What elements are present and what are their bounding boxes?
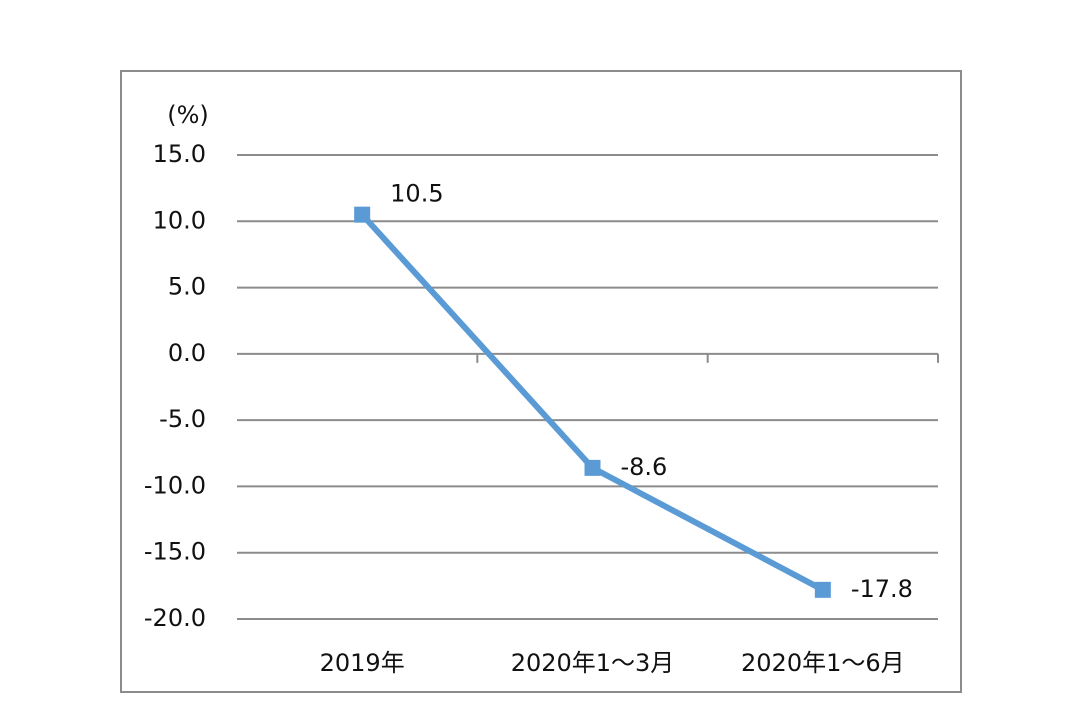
- data-point: [354, 206, 371, 223]
- data-label: -8.6: [621, 453, 668, 481]
- series-line: [359, 212, 825, 593]
- y-tick-label: 10.0: [153, 206, 206, 234]
- chart-frame: [120, 70, 962, 693]
- y-tick-label: -15.0: [144, 538, 206, 566]
- data-label: 10.5: [390, 180, 443, 208]
- data-point: [814, 581, 831, 598]
- y-tick-label: 0.0: [168, 339, 206, 367]
- y-tick-label: -20.0: [144, 604, 206, 632]
- y-tick-label: 15.0: [153, 140, 206, 168]
- x-tick-label: 2019年: [320, 649, 405, 677]
- data-point: [584, 459, 601, 476]
- data-label: -17.8: [851, 575, 913, 603]
- y-tick-label: -10.0: [144, 471, 206, 499]
- y-tick-label: 5.0: [168, 273, 206, 301]
- x-tick-label: 2020年1～3月: [511, 649, 675, 677]
- y-axis-label: (%): [167, 101, 209, 129]
- x-tick-label: 2020年1～6月: [741, 649, 905, 677]
- y-tick-label: -5.0: [159, 405, 206, 433]
